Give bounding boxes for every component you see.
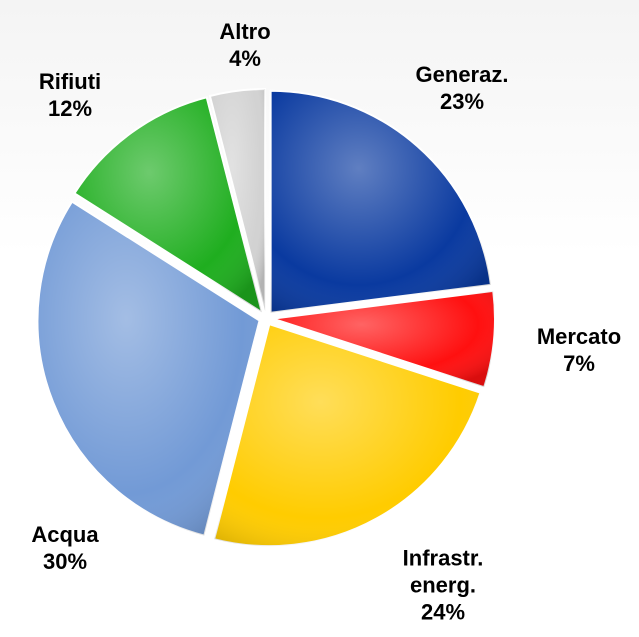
pie-slice xyxy=(269,89,492,314)
category-label: Mercato xyxy=(536,324,622,349)
slice-label: Acqua 30% xyxy=(0,521,130,575)
value-label: 4% xyxy=(229,46,261,71)
category-label: Rifiuti xyxy=(38,69,102,94)
slice-label: Rifiuti 12% xyxy=(5,68,135,122)
value-label: 12% xyxy=(47,96,93,121)
slice-label: Mercato 7% xyxy=(514,323,639,377)
value-label: 24% xyxy=(420,599,466,625)
category-label: Altro xyxy=(219,19,271,44)
category-label: Generaz. xyxy=(415,62,509,87)
value-label: 7% xyxy=(563,351,595,376)
slice-label: Generaz. 23% xyxy=(397,61,527,115)
value-label: 23% xyxy=(439,89,485,114)
category-label: Acqua xyxy=(31,522,99,547)
value-label: 30% xyxy=(42,549,88,574)
slice-label: Altro 4% xyxy=(180,18,310,72)
category-label: Infrastr. energ. xyxy=(402,545,484,598)
slice-label: Infrastr. energ. 24% xyxy=(393,545,493,626)
